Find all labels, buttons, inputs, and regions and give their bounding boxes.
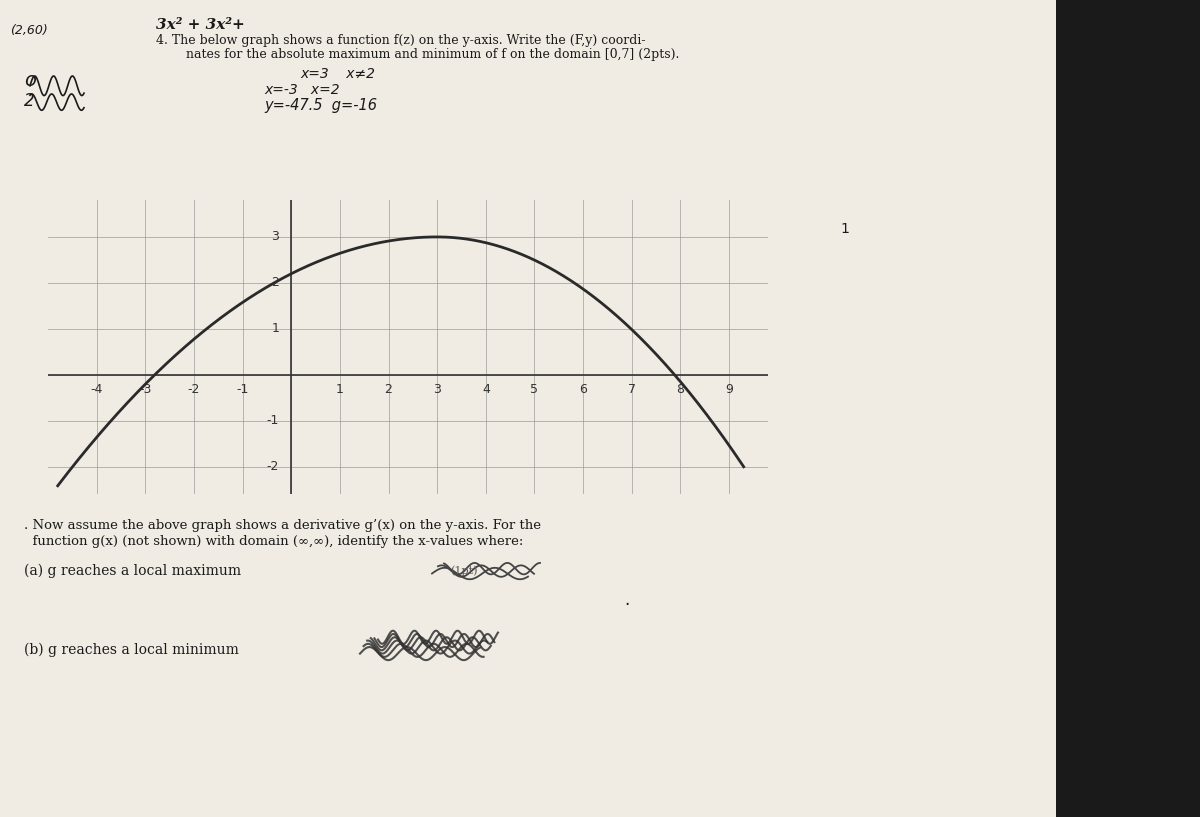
Text: 9: 9 [725,383,733,396]
Text: -2: -2 [187,383,200,396]
Text: y=-47.5  g=-16: y=-47.5 g=-16 [264,98,377,114]
Text: -1: -1 [236,383,248,396]
Text: 2: 2 [24,92,35,110]
Text: (a) g reaches a local maximum: (a) g reaches a local maximum [24,564,241,578]
Text: nates for the absolute maximum and minimum of f on the domain [0,7] (2pts).: nates for the absolute maximum and minim… [186,48,679,61]
Text: 4: 4 [482,383,490,396]
Text: 5: 5 [530,383,539,396]
Text: o: o [24,71,36,90]
Text: -4: -4 [90,383,103,396]
Text: 3x² + 3x²+: 3x² + 3x²+ [156,18,245,32]
Text: 1: 1 [336,383,344,396]
Text: -1: -1 [266,414,280,427]
Text: 2: 2 [271,276,280,289]
Text: -2: -2 [266,460,280,473]
Text: 6: 6 [580,383,587,396]
Text: 7: 7 [628,383,636,396]
Text: -3: -3 [139,383,151,396]
Text: 4. The below graph shows a function f(z) on the y-axis. Write the (F,y) coordi-: 4. The below graph shows a function f(z)… [156,34,646,47]
Text: x=-3   x=2: x=-3 x=2 [264,83,340,97]
Text: (1pt): (1pt) [450,565,478,575]
Text: (2,60): (2,60) [10,25,47,38]
Text: . Now assume the above graph shows a derivative g’(x) on the y-axis. For the: . Now assume the above graph shows a der… [24,520,541,533]
Text: 1: 1 [840,222,848,236]
Text: 3: 3 [433,383,442,396]
Text: function g(x) (not shown) with domain (∞,∞), identify the x-values where:: function g(x) (not shown) with domain (∞… [24,535,523,548]
Text: 1: 1 [271,323,280,335]
Text: .: . [624,591,629,609]
Text: (b) g reaches a local minimum: (b) g reaches a local minimum [24,642,239,657]
Text: x=3    x≠2: x=3 x≠2 [300,67,374,81]
Text: 8: 8 [677,383,684,396]
Text: 3: 3 [271,230,280,243]
Text: 2: 2 [385,383,392,396]
